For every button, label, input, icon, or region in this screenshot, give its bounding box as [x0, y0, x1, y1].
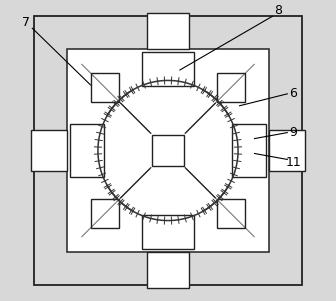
- Bar: [269, 130, 305, 171]
- Bar: [217, 73, 245, 102]
- Bar: [152, 135, 184, 166]
- Bar: [147, 252, 189, 288]
- Text: 6: 6: [289, 87, 297, 100]
- Bar: [31, 130, 67, 171]
- Text: 7: 7: [23, 16, 30, 29]
- Bar: [142, 52, 194, 86]
- Bar: [91, 199, 119, 228]
- Bar: [70, 124, 104, 177]
- Bar: [67, 49, 269, 252]
- Bar: [217, 199, 245, 228]
- Text: 8: 8: [274, 4, 282, 17]
- Bar: [147, 13, 189, 49]
- Text: 9: 9: [289, 126, 297, 139]
- Text: 11: 11: [285, 156, 301, 169]
- Bar: [142, 215, 194, 249]
- Bar: [232, 124, 266, 177]
- Bar: [91, 73, 119, 102]
